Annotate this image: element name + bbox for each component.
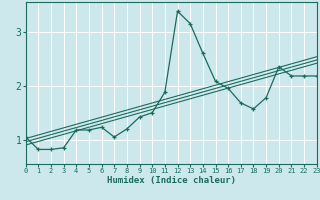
X-axis label: Humidex (Indice chaleur): Humidex (Indice chaleur) — [107, 176, 236, 185]
